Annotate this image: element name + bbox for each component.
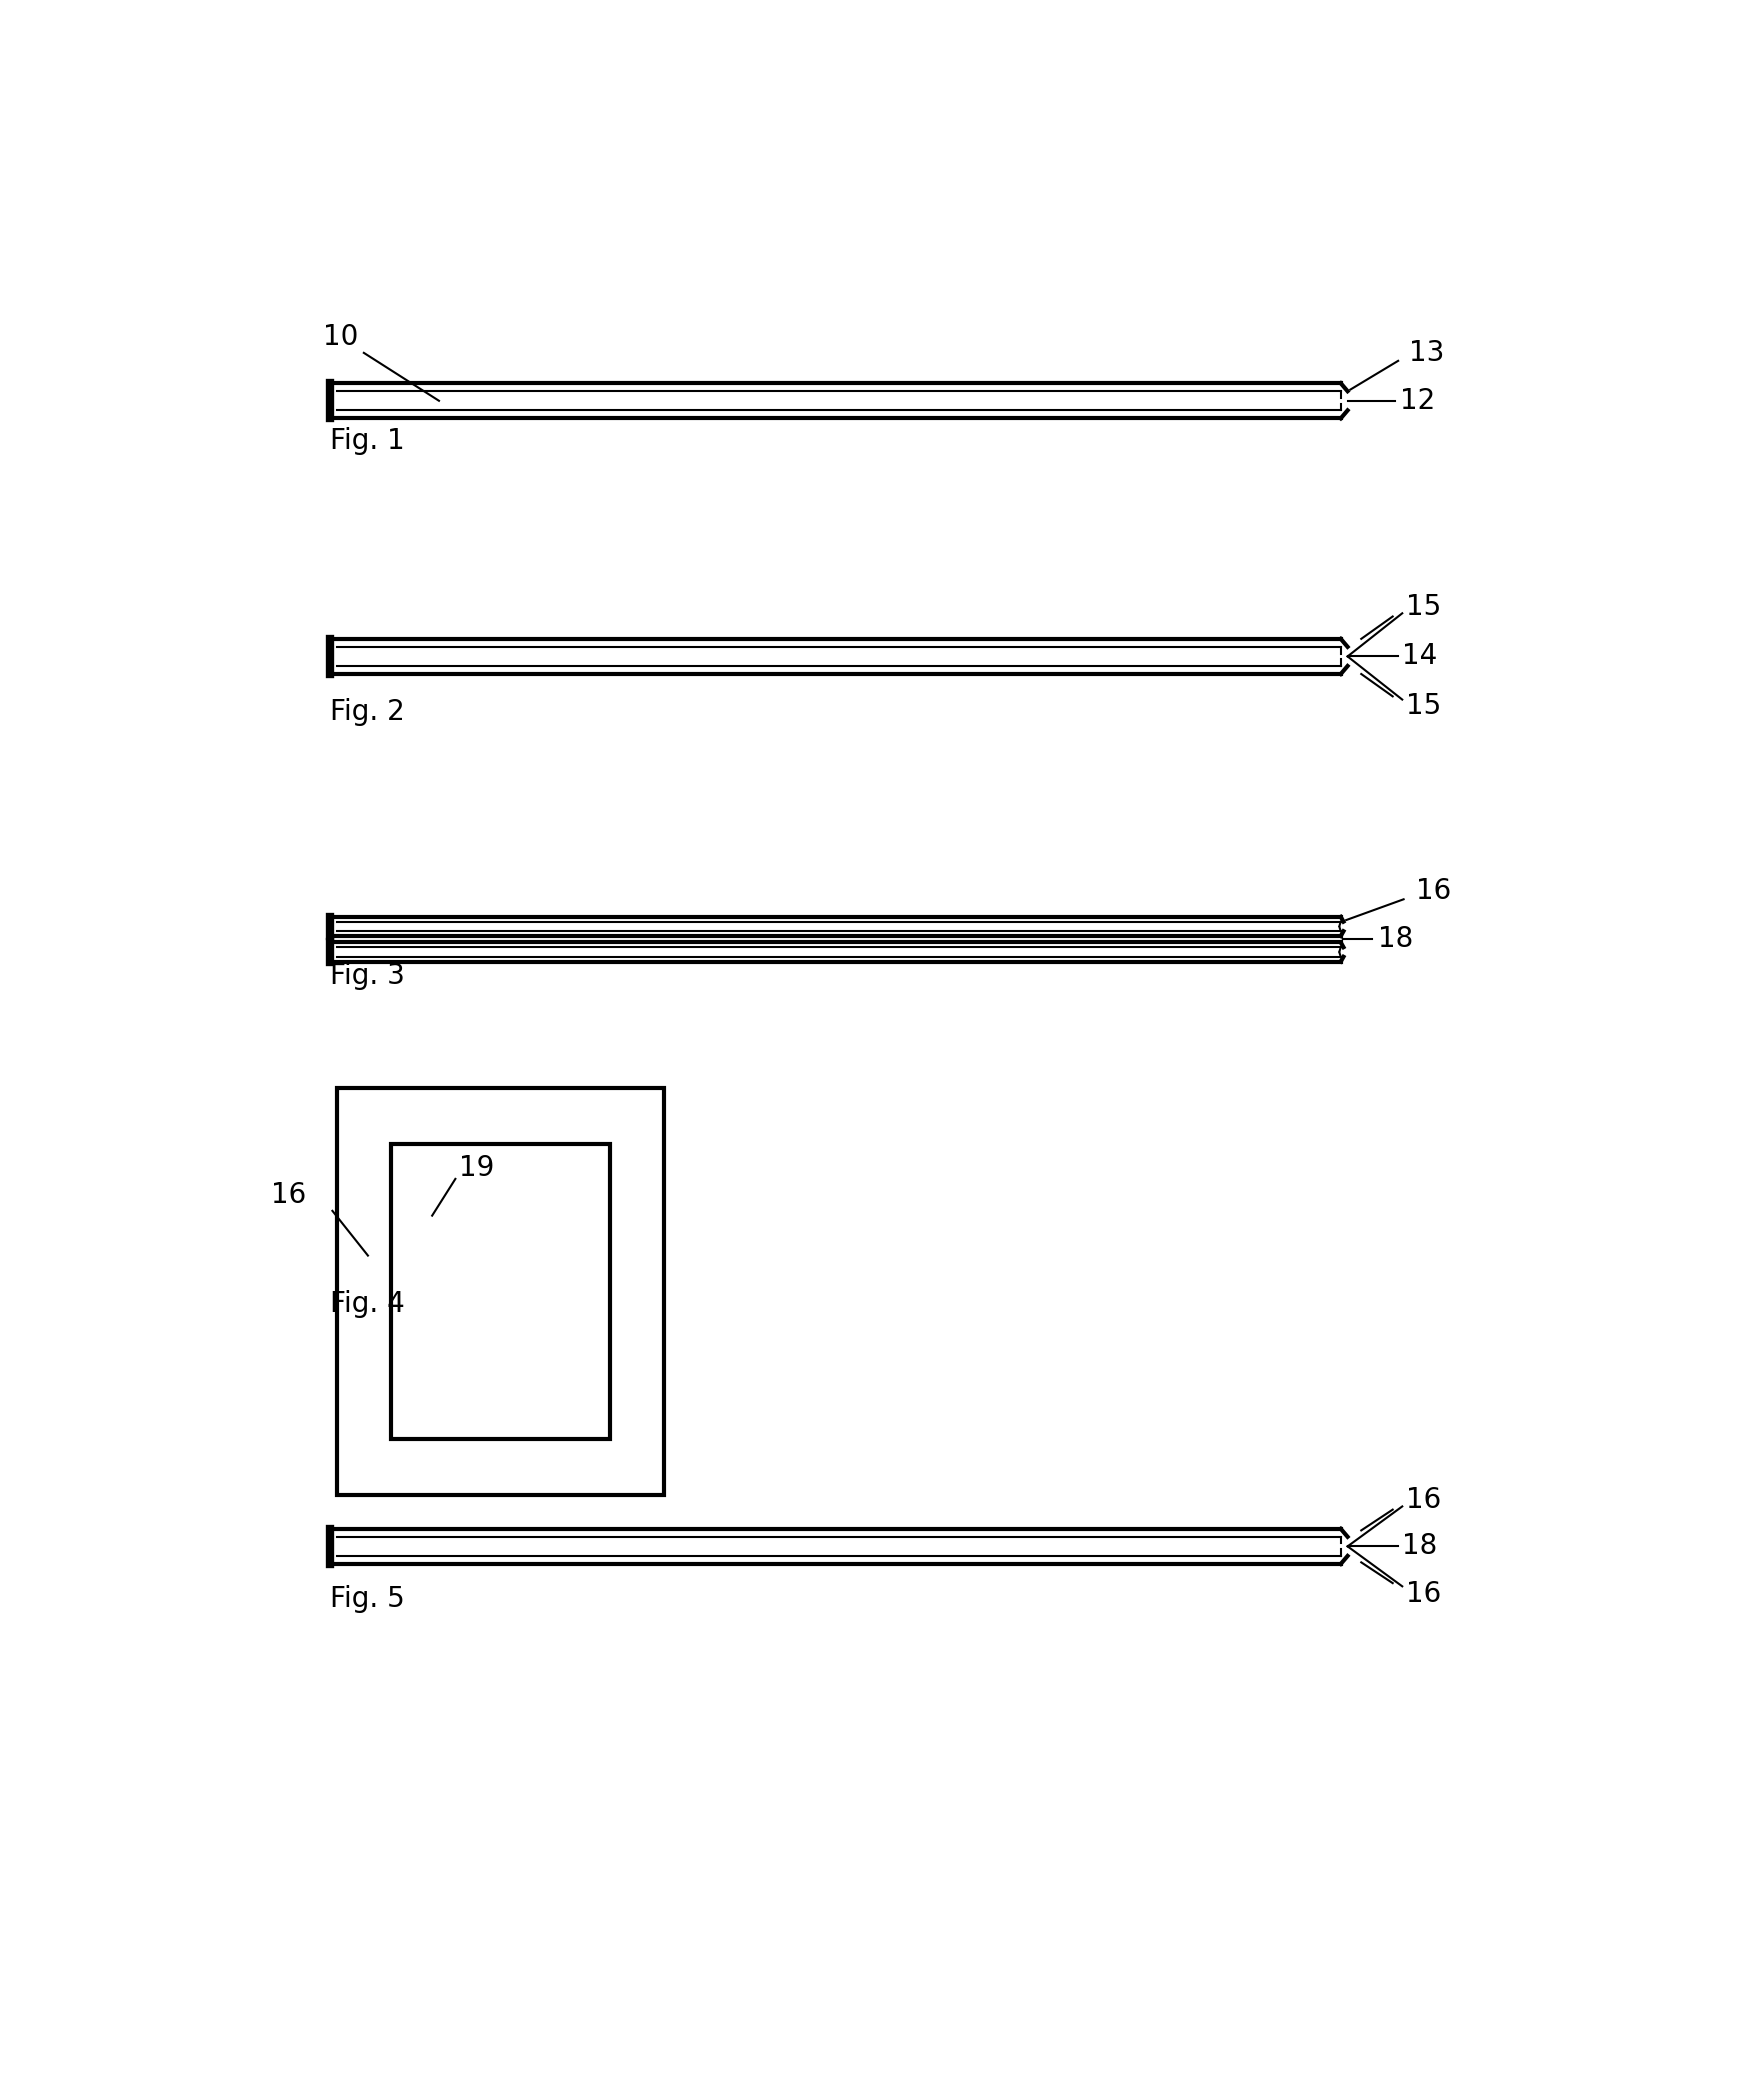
Text: 19: 19 <box>460 1154 495 1181</box>
Text: 13: 13 <box>1409 338 1444 367</box>
Text: 18: 18 <box>1402 1531 1437 1560</box>
Text: Fig. 1: Fig. 1 <box>330 427 404 454</box>
Text: 16: 16 <box>1407 1486 1442 1515</box>
Text: 15: 15 <box>1407 691 1442 720</box>
Bar <box>391 1143 610 1440</box>
Text: Fig. 4: Fig. 4 <box>330 1289 404 1318</box>
Text: 15: 15 <box>1407 593 1442 620</box>
Text: 16: 16 <box>272 1181 307 1210</box>
Text: 14: 14 <box>1402 643 1437 670</box>
Text: 18: 18 <box>1377 925 1412 952</box>
Bar <box>337 1087 665 1496</box>
Text: Fig. 2: Fig. 2 <box>330 699 404 726</box>
Text: 16: 16 <box>1407 1581 1442 1608</box>
Text: Fig. 3: Fig. 3 <box>330 963 404 990</box>
Text: 12: 12 <box>1400 386 1435 415</box>
Text: 16: 16 <box>1416 878 1451 905</box>
Text: 10: 10 <box>323 324 358 351</box>
Text: Fig. 5: Fig. 5 <box>330 1585 404 1612</box>
